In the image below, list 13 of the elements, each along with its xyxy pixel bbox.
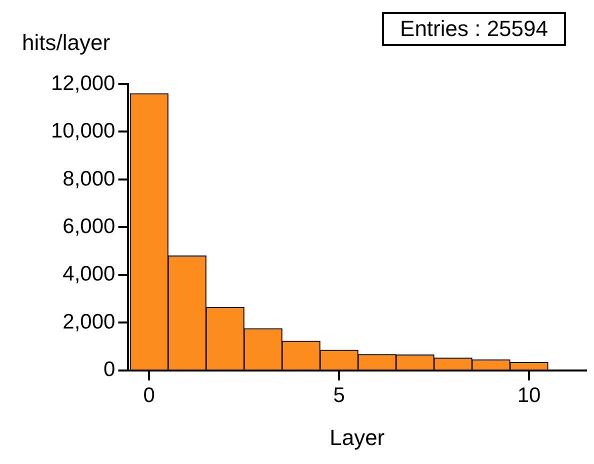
y-tick-label: 2,000 (62, 310, 116, 334)
y-tick-label: 0 (104, 358, 116, 382)
y-tick-label: 10,000 (50, 120, 116, 143)
y-tick-label: 8,000 (62, 167, 116, 190)
x-axis-title: Layer (330, 424, 385, 450)
x-tick-label: 10 (517, 384, 541, 407)
y-tick-label: 12,000 (50, 72, 116, 95)
text: Entries : 25594 (382, 12, 566, 46)
y-axis-title: hits/layer (22, 30, 110, 56)
x-tick-label: 0 (143, 384, 155, 407)
y-tick-label: 4,000 (62, 262, 116, 286)
x-tick-label: 5 (333, 384, 345, 407)
y-tick-label: 6,000 (62, 214, 116, 238)
